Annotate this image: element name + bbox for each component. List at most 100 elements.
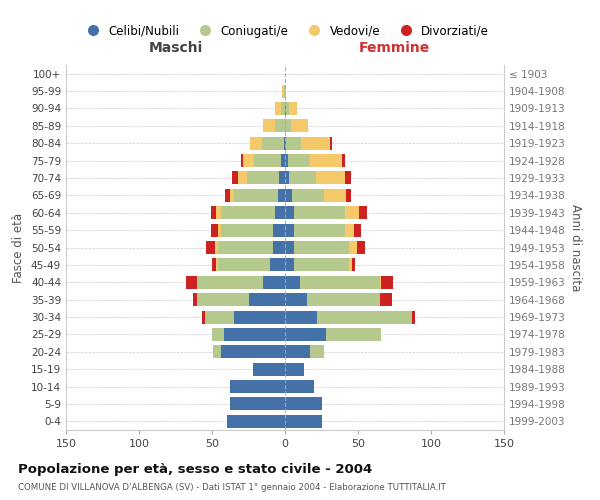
- Bar: [285, 241, 294, 254]
- Bar: [285, 398, 322, 410]
- Y-axis label: Fasce di età: Fasce di età: [13, 212, 25, 282]
- Text: Popolazione per età, sesso e stato civile - 2004: Popolazione per età, sesso e stato civil…: [18, 462, 372, 475]
- Bar: [221, 224, 274, 236]
- Bar: [230, 380, 285, 393]
- Bar: [349, 241, 356, 254]
- Bar: [382, 276, 393, 289]
- Bar: [345, 206, 359, 220]
- Y-axis label: Anni di nascita: Anni di nascita: [569, 204, 582, 291]
- Bar: [274, 241, 285, 254]
- Bar: [289, 102, 296, 115]
- Bar: [241, 154, 242, 167]
- Bar: [285, 136, 286, 149]
- Bar: [217, 206, 221, 220]
- Bar: [281, 154, 285, 167]
- Bar: [234, 189, 278, 202]
- Bar: [224, 328, 285, 341]
- Bar: [211, 224, 218, 236]
- Bar: [352, 258, 355, 272]
- Bar: [186, 276, 197, 289]
- Bar: [285, 154, 288, 167]
- Bar: [285, 258, 294, 272]
- Bar: [193, 293, 197, 306]
- Bar: [202, 310, 205, 324]
- Bar: [285, 276, 299, 289]
- Text: Femmine: Femmine: [359, 40, 430, 54]
- Bar: [294, 241, 349, 254]
- Bar: [275, 102, 281, 115]
- Bar: [271, 258, 285, 272]
- Bar: [317, 310, 412, 324]
- Bar: [285, 293, 307, 306]
- Bar: [284, 136, 285, 149]
- Bar: [211, 206, 217, 220]
- Bar: [292, 189, 325, 202]
- Bar: [285, 84, 286, 98]
- Bar: [353, 224, 361, 236]
- Bar: [218, 241, 274, 254]
- Bar: [218, 224, 221, 236]
- Bar: [262, 136, 284, 149]
- Bar: [254, 154, 281, 167]
- Bar: [289, 172, 316, 184]
- Bar: [205, 310, 234, 324]
- Bar: [345, 224, 353, 236]
- Bar: [221, 346, 285, 358]
- Bar: [248, 293, 285, 306]
- Bar: [285, 224, 294, 236]
- Bar: [285, 415, 322, 428]
- Bar: [346, 189, 350, 202]
- Bar: [359, 206, 367, 220]
- Bar: [197, 276, 263, 289]
- Bar: [345, 172, 350, 184]
- Bar: [310, 346, 325, 358]
- Bar: [316, 172, 345, 184]
- Bar: [285, 310, 317, 324]
- Bar: [356, 241, 365, 254]
- Bar: [247, 172, 279, 184]
- Bar: [294, 206, 345, 220]
- Bar: [285, 346, 310, 358]
- Bar: [275, 206, 285, 220]
- Bar: [301, 136, 330, 149]
- Bar: [218, 258, 271, 272]
- Bar: [349, 258, 352, 272]
- Bar: [214, 346, 221, 358]
- Bar: [285, 102, 286, 115]
- Bar: [212, 258, 217, 272]
- Bar: [285, 189, 292, 202]
- Bar: [278, 189, 285, 202]
- Bar: [227, 415, 285, 428]
- Bar: [284, 84, 285, 98]
- Bar: [275, 120, 285, 132]
- Bar: [326, 328, 382, 341]
- Bar: [217, 258, 218, 272]
- Bar: [230, 189, 234, 202]
- Bar: [279, 172, 285, 184]
- Bar: [325, 189, 346, 202]
- Bar: [197, 293, 248, 306]
- Legend: Celibi/Nubili, Coniugati/e, Vedovi/e, Divorziati/e: Celibi/Nubili, Coniugati/e, Vedovi/e, Di…: [76, 20, 494, 42]
- Bar: [282, 84, 284, 98]
- Bar: [238, 172, 247, 184]
- Bar: [285, 328, 326, 341]
- Bar: [234, 310, 285, 324]
- Bar: [380, 293, 392, 306]
- Text: COMUNE DI VILLANOVA D'ALBENGA (SV) - Dati ISTAT 1° gennaio 2004 - Elaborazione T: COMUNE DI VILLANOVA D'ALBENGA (SV) - Dat…: [18, 484, 446, 492]
- Bar: [253, 362, 285, 376]
- Bar: [212, 328, 224, 341]
- Bar: [288, 154, 310, 167]
- Bar: [412, 310, 415, 324]
- Bar: [263, 120, 275, 132]
- Text: Maschi: Maschi: [148, 40, 203, 54]
- Bar: [330, 136, 332, 149]
- Bar: [215, 241, 218, 254]
- Bar: [242, 154, 254, 167]
- Bar: [285, 120, 291, 132]
- Bar: [307, 293, 380, 306]
- Bar: [206, 241, 215, 254]
- Bar: [342, 154, 345, 167]
- Bar: [286, 136, 301, 149]
- Bar: [291, 120, 308, 132]
- Bar: [294, 224, 345, 236]
